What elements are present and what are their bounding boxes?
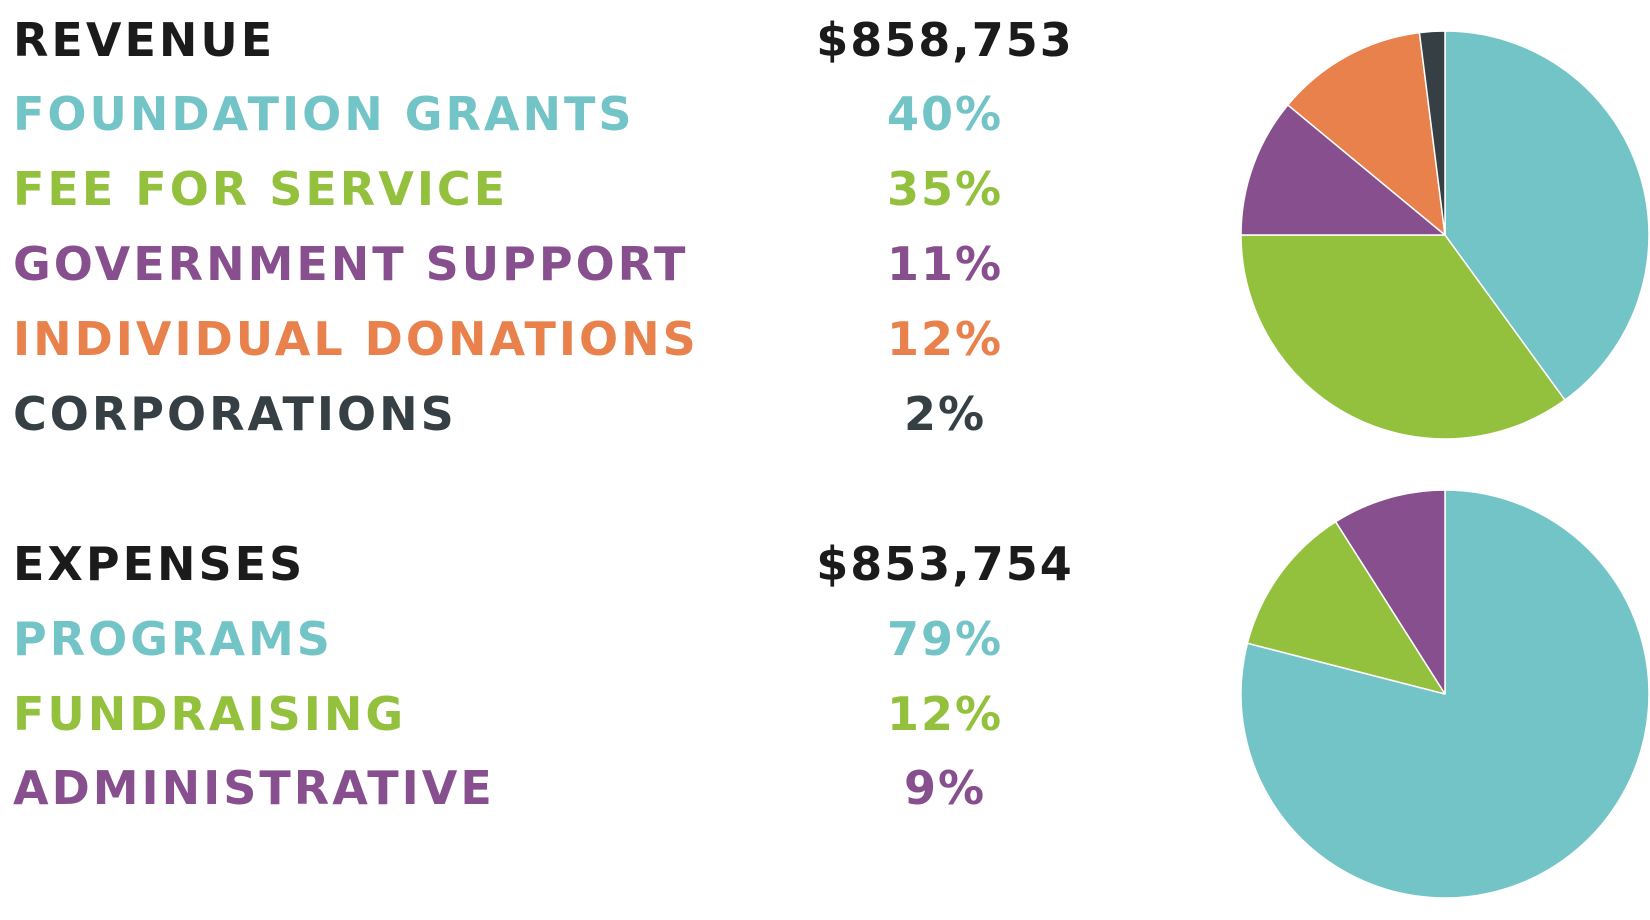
expenses-pie-chart: [1240, 489, 1650, 899]
revenue-label-corporations: CORPORATIONS: [13, 387, 457, 441]
expenses-label-administrative: ADMINISTRATIVE: [13, 761, 495, 815]
revenue-heading: REVENUE: [13, 13, 276, 67]
revenue-label-government-support: GOVERNMENT SUPPORT: [13, 237, 689, 291]
pie-slice-corporations: [1418, 30, 1446, 236]
revenue-pct-individual-donations: 12%: [886, 312, 1004, 366]
revenue-total: $858,753: [816, 13, 1074, 67]
revenue-pie-chart: [1240, 30, 1650, 440]
pie-slice-individual-donations: [1287, 31, 1446, 236]
pie-slice-government-support: [1240, 104, 1446, 236]
pie-slice-foundation-grants: [1444, 30, 1650, 401]
revenue-pct-corporations: 2%: [903, 387, 987, 441]
expenses-pct-fundraising: 12%: [886, 687, 1004, 741]
expenses-label-programs: PROGRAMS: [13, 612, 333, 666]
expenses-heading: EXPENSES: [13, 537, 306, 591]
pie-slice-fundraising: [1246, 521, 1446, 695]
expenses-label-fundraising: FUNDRAISING: [13, 687, 407, 741]
revenue-label-individual-donations: INDIVIDUAL DONATIONS: [13, 312, 699, 366]
revenue-label-foundation-grants: FOUNDATION GRANTS: [13, 87, 635, 141]
revenue-pct-foundation-grants: 40%: [886, 87, 1004, 141]
expenses-pct-programs: 79%: [886, 612, 1004, 666]
expenses-pct-administrative: 9%: [903, 761, 987, 815]
pie-slice-administrative: [1334, 489, 1446, 695]
revenue-pct-fee-for-service: 35%: [886, 162, 1004, 216]
expenses-total: $853,754: [816, 537, 1074, 591]
revenue-label-fee-for-service: FEE FOR SERVICE: [13, 162, 509, 216]
pie-slice-fee-for-service: [1240, 234, 1566, 440]
revenue-pct-government-support: 11%: [886, 237, 1004, 291]
